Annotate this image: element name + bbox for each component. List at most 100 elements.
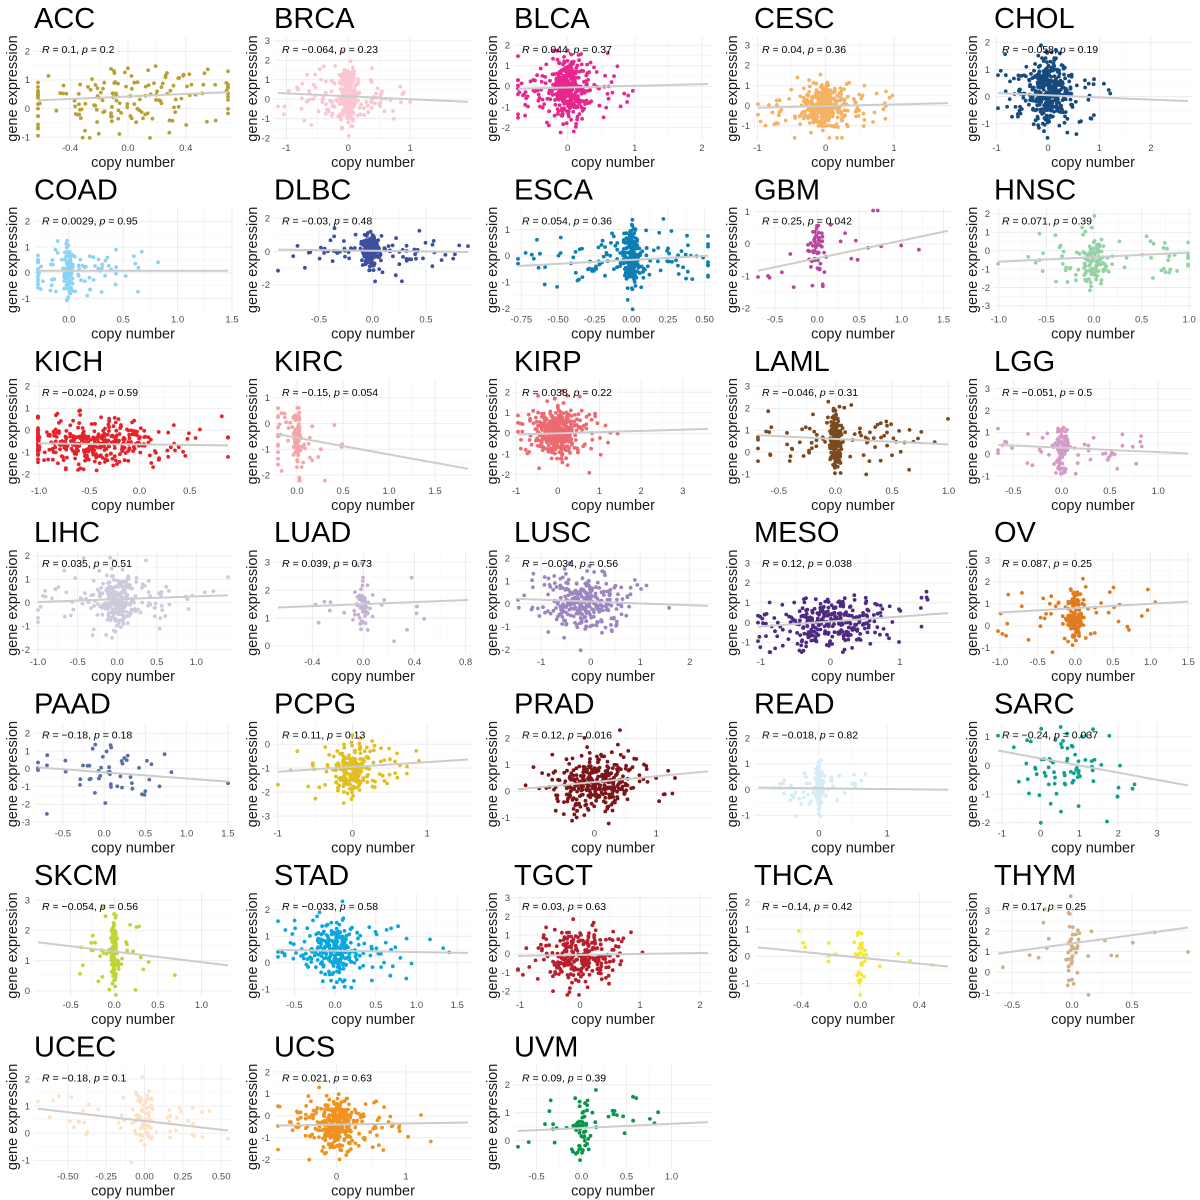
data-point: [603, 273, 607, 278]
data-point: [76, 425, 80, 430]
data-point: [185, 437, 190, 441]
data-point: [554, 77, 559, 82]
data-point: [884, 89, 888, 94]
data-point: [92, 604, 96, 608]
data-point: [364, 100, 369, 104]
scatter-points: [276, 226, 470, 284]
regression-line: [37, 91, 229, 102]
data-point: [422, 616, 427, 621]
x-tick-label: 1: [1097, 143, 1102, 154]
data-point: [550, 92, 555, 97]
data-point: [326, 109, 331, 114]
data-point: [542, 282, 547, 287]
data-point: [1058, 243, 1063, 248]
data-point: [535, 237, 539, 242]
data-point: [118, 452, 122, 457]
data-point: [132, 607, 137, 611]
data-point: [576, 75, 581, 80]
x-tick-label: 0.0: [62, 314, 75, 325]
data-point: [644, 583, 649, 588]
data-point: [78, 82, 82, 87]
y-tick-label: -1: [502, 102, 510, 113]
data-point: [890, 93, 895, 98]
y-tick-label: -1: [22, 621, 30, 632]
data-point: [822, 250, 826, 255]
data-point: [1055, 437, 1060, 442]
data-point: [815, 242, 819, 247]
x-tick-label: 1.0: [383, 486, 396, 497]
data-point: [329, 78, 334, 83]
data-point: [351, 72, 356, 76]
data-point: [129, 428, 134, 433]
data-point: [146, 68, 151, 73]
data-point: [625, 595, 630, 600]
data-point: [802, 86, 806, 91]
y-tick-label: -2: [982, 283, 990, 294]
data-point: [1059, 430, 1064, 434]
data-point: [756, 275, 760, 279]
data-point: [575, 114, 580, 119]
data-point: [113, 458, 118, 463]
data-point: [87, 136, 92, 140]
data-point: [160, 81, 165, 86]
data-point: [835, 93, 840, 98]
data-point: [516, 605, 521, 610]
data-point: [842, 101, 847, 106]
data-point: [575, 69, 580, 74]
data-point: [313, 72, 317, 77]
x-tick-label: 0.50: [695, 314, 714, 325]
data-point: [525, 94, 530, 99]
data-point: [1151, 276, 1155, 280]
data-point: [565, 64, 570, 69]
data-point: [1186, 262, 1190, 267]
data-point: [629, 228, 634, 233]
data-point: [316, 620, 321, 625]
data-point: [548, 97, 553, 102]
data-point: [766, 409, 771, 414]
data-point: [816, 90, 821, 95]
y-tick-label: 2: [25, 551, 30, 562]
data-point: [102, 109, 107, 114]
data-point: [327, 608, 332, 613]
data-point: [589, 615, 594, 620]
data-point: [812, 429, 817, 434]
data-point: [552, 443, 556, 448]
data-point: [1081, 232, 1085, 237]
correlation-stat: R = −0.03, p = 0.48: [282, 215, 372, 227]
data-point: [531, 88, 536, 93]
data-point: [575, 117, 579, 122]
data-point: [366, 110, 371, 115]
data-point: [431, 239, 436, 243]
data-point: [1094, 251, 1099, 255]
data-point: [1138, 439, 1143, 444]
data-point: [557, 425, 562, 430]
data-point: [89, 593, 94, 598]
data-point: [1075, 461, 1080, 465]
data-point: [542, 102, 546, 107]
data-point: [362, 597, 367, 602]
data-point: [286, 89, 291, 93]
data-point: [523, 447, 528, 452]
x-tick-label: -0.5: [81, 486, 97, 497]
data-point: [635, 583, 640, 587]
data-point: [48, 432, 52, 437]
data-point: [852, 97, 856, 101]
data-point: [109, 451, 113, 456]
data-point: [103, 605, 108, 609]
data-point: [820, 234, 825, 239]
data-point: [560, 460, 565, 465]
data-point: [1017, 89, 1021, 93]
data-point: [1081, 250, 1086, 255]
data-point: [1043, 56, 1048, 60]
data-point: [841, 114, 846, 119]
data-point: [150, 116, 155, 121]
data-point: [791, 285, 796, 289]
data-point: [163, 614, 168, 618]
data-point: [1043, 96, 1047, 100]
correlation-stat: R = −0.051, p = 0.5: [1002, 387, 1092, 399]
data-point: [548, 446, 553, 451]
data-point: [372, 261, 377, 266]
data-point: [97, 461, 102, 465]
